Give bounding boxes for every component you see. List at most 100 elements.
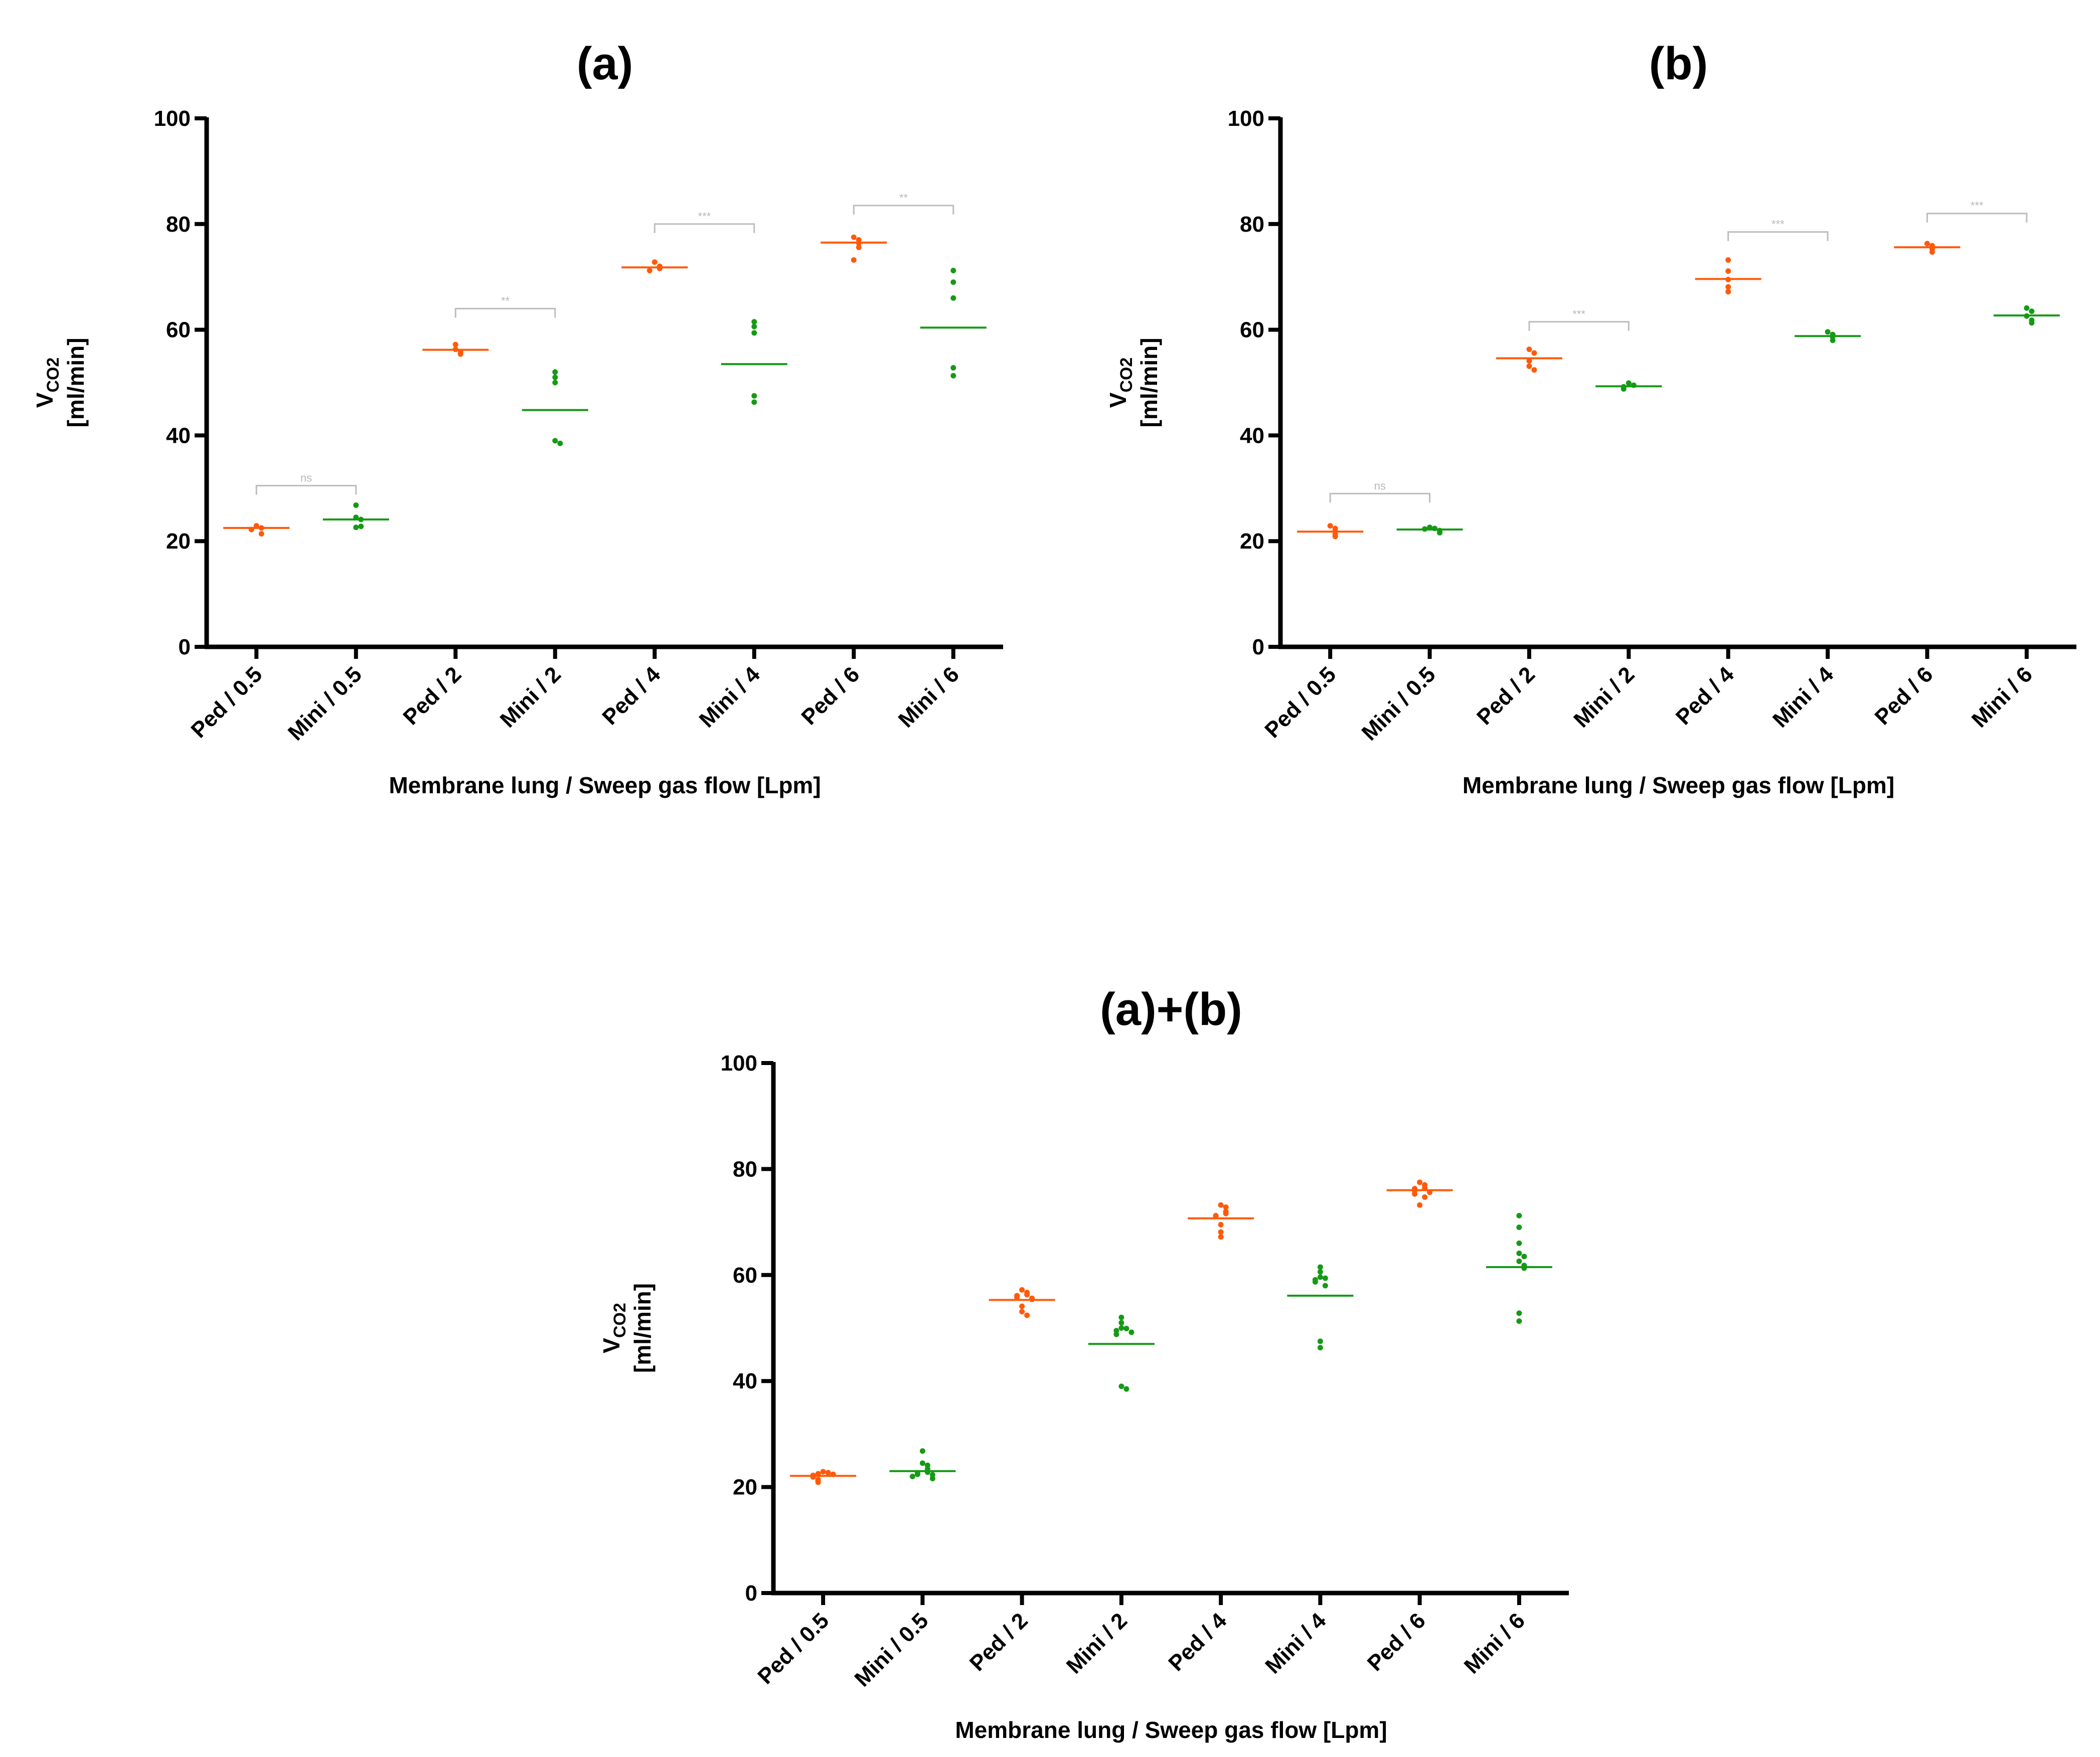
data-point <box>1521 1254 1527 1260</box>
y-tick-label: 100 <box>154 106 191 131</box>
data-point <box>353 514 359 520</box>
data-point <box>1516 1318 1522 1324</box>
series-mini <box>1595 380 1662 392</box>
data-point <box>950 373 956 379</box>
panel-title: (a)+(b) <box>1100 984 1242 1035</box>
data-point <box>924 1469 930 1475</box>
data-point <box>2024 313 2030 319</box>
data-point <box>856 240 862 246</box>
y-tick-label: 40 <box>1240 423 1264 448</box>
data-point <box>950 279 956 285</box>
significance-label: ns <box>300 472 312 484</box>
data-point <box>1427 1189 1433 1195</box>
y-axis-title-unit: [ml/min] <box>629 1283 656 1373</box>
y-tick-label: 60 <box>166 318 191 342</box>
y-axis-title-subscript: CO2 <box>1117 358 1136 393</box>
data-point <box>1725 284 1731 290</box>
x-tick-label: Mini / 2 <box>1062 1608 1132 1678</box>
data-point <box>647 268 653 274</box>
y-axis-title-symbol: V <box>32 392 58 408</box>
y-tick-label: 80 <box>733 1157 757 1181</box>
x-tick-label: Ped / 6 <box>1363 1608 1430 1676</box>
data-point <box>1213 1213 1219 1219</box>
data-point <box>1432 525 1438 532</box>
data-point <box>1218 1202 1224 1208</box>
y-tick-label: 0 <box>179 635 191 659</box>
data-point <box>258 531 264 537</box>
x-tick-label: Mini / 0.5 <box>850 1608 933 1691</box>
y-tick-label: 40 <box>166 423 191 448</box>
data-point <box>1437 530 1443 536</box>
significance-label: *** <box>1971 200 1984 212</box>
data-point <box>1113 1331 1119 1337</box>
data-point <box>1223 1210 1229 1216</box>
data-point <box>1024 1292 1030 1298</box>
data-point <box>1631 382 1637 388</box>
x-tick-label: Ped / 0.5 <box>1260 662 1341 743</box>
data-point <box>1223 1204 1229 1210</box>
data-point <box>1725 289 1731 295</box>
data-point <box>1521 1265 1527 1271</box>
data-point <box>815 1471 821 1477</box>
data-point <box>1516 1250 1522 1256</box>
series-ped <box>821 234 887 263</box>
data-point <box>1427 524 1433 531</box>
data-point <box>1526 363 1532 369</box>
data-point <box>457 351 463 357</box>
data-point <box>1531 367 1537 373</box>
y-tick-label: 60 <box>733 1263 757 1288</box>
y-tick-label: 60 <box>1240 318 1264 342</box>
data-point <box>1725 268 1731 274</box>
series-ped <box>1894 241 1961 255</box>
data-point <box>657 265 663 271</box>
data-point <box>856 244 862 250</box>
data-point <box>751 323 757 329</box>
data-point <box>353 502 359 508</box>
series-ped <box>621 259 688 274</box>
series-ped <box>790 1469 857 1485</box>
series-ped <box>223 523 290 537</box>
data-point <box>552 374 558 380</box>
series-ped <box>1386 1179 1453 1208</box>
data-point <box>1422 1194 1428 1200</box>
series-ped <box>1297 523 1364 540</box>
y-tick-label: 100 <box>721 1051 757 1076</box>
x-tick-label: Ped / 4 <box>1671 662 1739 730</box>
data-point <box>2029 320 2035 326</box>
y-axis-title-subscript: CO2 <box>610 1303 629 1338</box>
data-point <box>1526 358 1532 364</box>
x-tick-label: Ped / 2 <box>398 662 466 730</box>
data-point <box>825 1470 831 1476</box>
x-tick-label: Mini / 2 <box>496 662 566 732</box>
y-axis-title-unit: [ml/min] <box>1136 338 1162 428</box>
chart-panel-ab: (a)+(b) 0 20 40 60 80 100 Ped / 0.5 Mini / 0.5 Pe… <box>598 984 1569 1743</box>
series-mini <box>721 319 787 405</box>
y-tick-label: 100 <box>1228 106 1264 131</box>
data-point <box>851 234 857 240</box>
data-point <box>1218 1234 1224 1240</box>
significance-bracket <box>1926 213 2028 223</box>
data-point <box>1322 1283 1328 1289</box>
data-point <box>1317 1338 1323 1344</box>
data-point <box>2024 305 2030 311</box>
data-point <box>1029 1296 1035 1302</box>
data-point <box>751 330 757 336</box>
data-point <box>1322 1275 1328 1281</box>
series-mini <box>1486 1212 1552 1324</box>
data-point <box>1924 241 1930 247</box>
data-point <box>1123 1326 1129 1332</box>
significance-label: ** <box>899 192 908 204</box>
data-point <box>1014 1294 1020 1300</box>
significance-bracket <box>654 223 755 233</box>
data-point <box>452 341 458 347</box>
data-point <box>248 526 254 533</box>
y-axis-title: VCO2 <box>598 1303 629 1353</box>
x-tick-label: Mini / 6 <box>1460 1608 1530 1678</box>
x-tick-label: Ped / 0.5 <box>753 1608 834 1689</box>
series-ped <box>989 1287 1055 1318</box>
x-tick-label: Ped / 6 <box>1870 662 1938 730</box>
y-tick-label: 20 <box>1240 529 1264 554</box>
data-point <box>1516 1212 1522 1218</box>
x-tick-label: Mini / 2 <box>1569 662 1639 732</box>
data-point <box>452 346 458 353</box>
